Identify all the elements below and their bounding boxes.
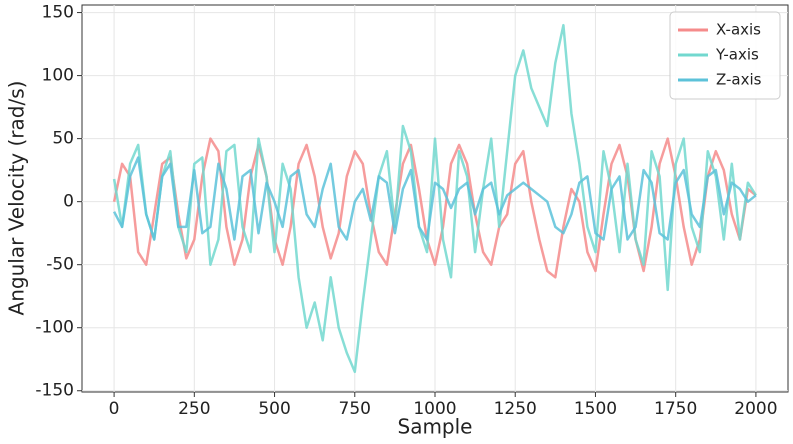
x-axis-label: Sample xyxy=(398,415,473,439)
data-line xyxy=(112,156,757,241)
x-tick-label: 1750 xyxy=(654,399,697,419)
y-tick-label: -150 xyxy=(35,381,74,401)
x-tick-label: 0 xyxy=(109,399,120,419)
data-line xyxy=(112,137,757,279)
x-tick-label: 750 xyxy=(339,399,371,419)
data-line xyxy=(112,23,757,374)
y-tick-label: 0 xyxy=(63,192,74,212)
x-tick-label: 500 xyxy=(258,399,290,419)
y-tick-label: -50 xyxy=(46,255,74,275)
x-tick-label: 1500 xyxy=(574,399,617,419)
y-tick-label: 50 xyxy=(52,129,74,149)
x-tick-label: 2000 xyxy=(734,399,777,419)
y-tick-label: 100 xyxy=(42,66,74,86)
y-tick-label: -100 xyxy=(35,318,74,338)
legend-box xyxy=(669,11,781,100)
x-tick-label: 1000 xyxy=(413,399,456,419)
legend-label: X-axis xyxy=(716,21,761,39)
x-tick-label: 250 xyxy=(178,399,210,419)
legend-label: Y-axis xyxy=(715,46,759,64)
legend-label: Z-axis xyxy=(716,71,762,89)
x-tick-label: 1250 xyxy=(494,399,537,419)
y-tick-label: 150 xyxy=(42,3,74,23)
y-axis-label: Angular Velocity (rad/s) xyxy=(5,81,29,316)
